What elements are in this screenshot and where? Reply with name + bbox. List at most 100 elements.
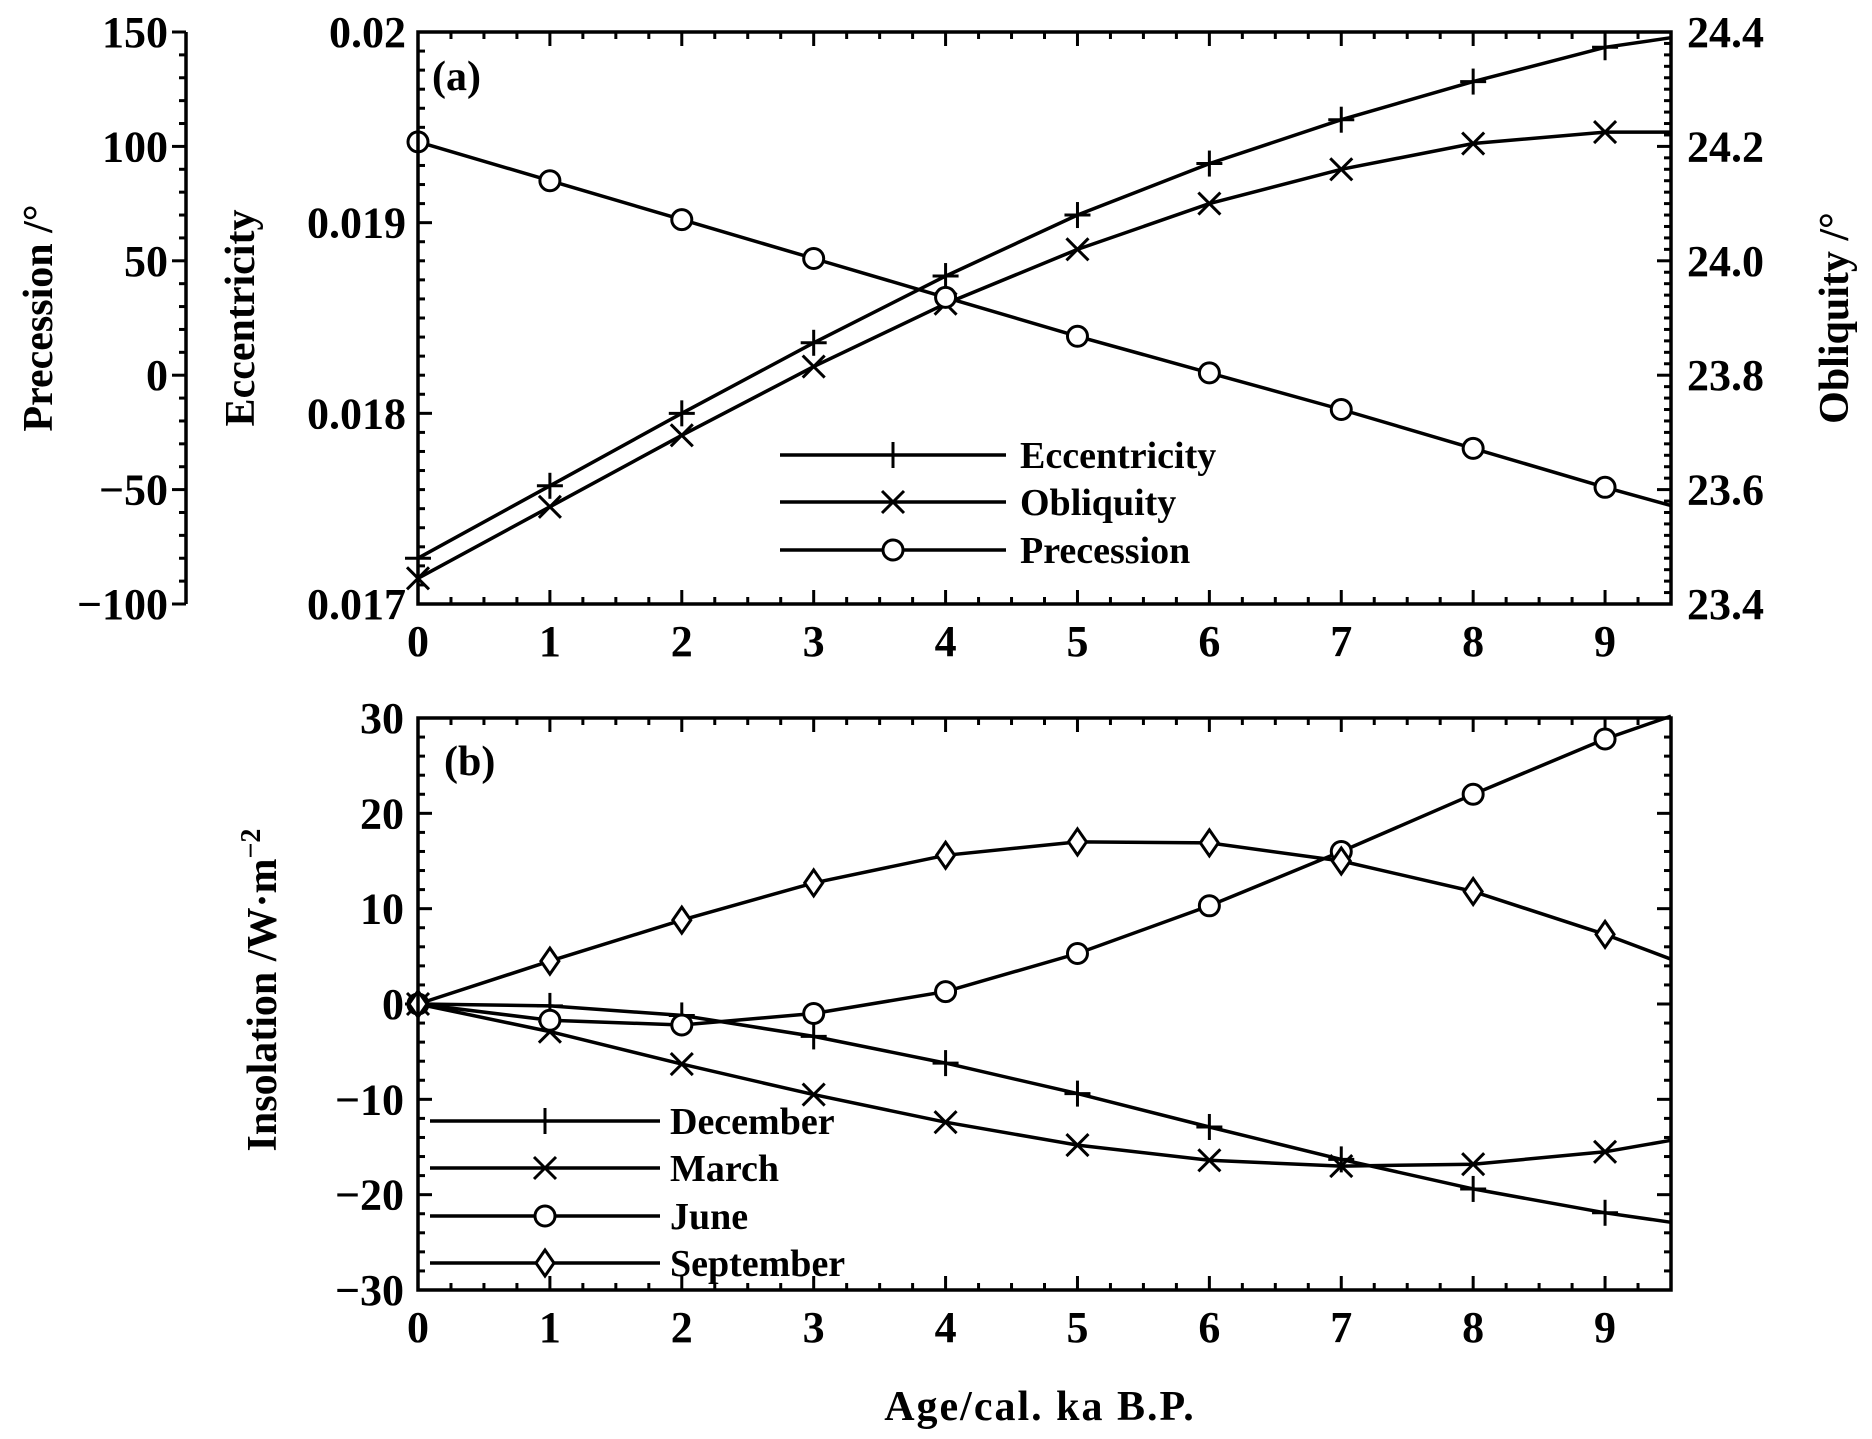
legend-march-marker <box>532 1155 558 1181</box>
series-september-marker-2 <box>670 904 693 936</box>
panel-a-x-tick-label: 4 <box>935 617 957 666</box>
panel-a-x-tick-label: 5 <box>1066 617 1088 666</box>
legend-obliquity-symbol <box>880 489 906 515</box>
insolation-tick-label: 20 <box>360 789 404 838</box>
panel-a-series <box>405 34 1672 591</box>
panel-a-frame <box>416 30 1673 606</box>
panel-b-x-tick-label: 6 <box>1198 1303 1220 1352</box>
legend-precession-symbol <box>881 538 905 562</box>
panel-b-legend: December March June September <box>430 1101 845 1285</box>
legend-september-marker <box>534 1247 556 1279</box>
obliquity-tick-label: 24.2 <box>1687 122 1764 171</box>
series-precession-marker-8 <box>1461 436 1485 460</box>
eccentricity-tick-label: 0.017 <box>307 580 406 629</box>
insolation-tick-label: −30 <box>335 1266 404 1315</box>
series-june-marker-8 <box>1461 782 1485 806</box>
panel-a-tick-labels: 0 1 2 3 4 5 6 7 8 9 0.017 0.018 0.019 0.02 23.4 23.6 23.… <box>77 8 1764 666</box>
legend-eccentricity-label: Eccentricity <box>1020 435 1216 477</box>
series-precession-marker-3 <box>802 247 826 271</box>
series-september-marker-3 <box>802 867 825 899</box>
panel-b-x-tick-label: 0 <box>407 1303 429 1352</box>
series-eccentricity-marker-1 <box>536 472 563 499</box>
precession-axis-title: Precession /° <box>16 204 62 431</box>
series-eccentricity-marker-3 <box>800 329 827 356</box>
panel-a-x-tick-label: 3 <box>803 617 825 666</box>
series-precession-marker-5 <box>1065 324 1089 348</box>
obliquity-tick-label: 24.4 <box>1687 8 1764 57</box>
legend-eccentricity-symbol <box>880 442 906 468</box>
series-december-marker-4 <box>932 1050 959 1077</box>
series-september-marker-1 <box>539 945 561 977</box>
legend-june-symbol <box>533 1204 557 1228</box>
legend-precession-marker <box>881 538 905 562</box>
series-obliquity-marker-7 <box>1329 157 1354 182</box>
panel-b-ticks <box>416 716 1673 1292</box>
series-december-marker-5 <box>1064 1080 1091 1107</box>
series-march-marker-9 <box>1592 1139 1618 1164</box>
series-march-marker-4 <box>933 1110 958 1135</box>
series-eccentricity-line <box>417 35 1672 560</box>
panel-b-x-tick-label: 8 <box>1462 1303 1484 1352</box>
series-precession-marker-7 <box>1329 398 1353 422</box>
series-june-marker-1 <box>538 1008 562 1032</box>
series-june-marker-3 <box>802 1002 826 1026</box>
series-eccentricity-marker-5 <box>1064 202 1091 229</box>
legend-obliquity-label: Obliquity <box>1020 482 1176 524</box>
panel-b-x-tick-label: 7 <box>1330 1303 1352 1352</box>
series-obliquity-marker-3 <box>801 354 826 379</box>
panel-a: 0 1 2 3 4 5 6 7 8 9 0.017 0.018 0.019 0.02 23.4 23.6 23.… <box>16 8 1858 666</box>
series-june-marker-6 <box>1197 894 1221 918</box>
series-precession-marker-6 <box>1197 361 1221 385</box>
series-obliquity-marker-6 <box>1197 191 1222 216</box>
panel-b-x-tick-label: 5 <box>1066 1303 1088 1352</box>
series-eccentricity-marker-4 <box>932 263 959 290</box>
precession-tick-label: 150 <box>102 8 168 57</box>
panel-a-x-tick-label: 7 <box>1330 617 1352 666</box>
legend-december-symbol <box>532 1108 558 1134</box>
legend-september-label: September <box>670 1243 845 1285</box>
panel-b-x-tick-label: 1 <box>539 1303 561 1352</box>
panel-b-x-tick-label: 4 <box>935 1303 957 1352</box>
legend-september-symbol <box>534 1247 556 1279</box>
series-eccentricity-marker-8 <box>1460 68 1487 95</box>
series-september-marker-5 <box>1066 826 1089 858</box>
insolation-tick-label: 30 <box>360 694 404 743</box>
series-march-marker-7 <box>1329 1154 1354 1179</box>
eccentricity-tick-label: 0.02 <box>329 8 406 57</box>
legend-june-label: June <box>670 1196 748 1238</box>
insolation-axis-title: Insolation /W·m−2 <box>236 829 286 1152</box>
series-precession-marker-4 <box>934 285 958 309</box>
precession-tick-label: 50 <box>124 237 168 286</box>
series-eccentricity-marker-2 <box>668 400 695 427</box>
series-precession-marker-1 <box>538 169 562 193</box>
series-eccentricity-marker-7 <box>1328 106 1355 133</box>
insolation-axis-title-sup: −2 <box>236 829 267 859</box>
series-precession-marker-9 <box>1593 475 1617 499</box>
series-june-marker-9 <box>1593 727 1617 751</box>
legend-march-symbol <box>532 1155 558 1181</box>
series-december-marker-6 <box>1196 1113 1223 1140</box>
series-september-marker-7 <box>1330 845 1353 877</box>
legend-march-label: March <box>670 1148 779 1190</box>
legend-december-marker <box>532 1108 558 1134</box>
legend-june-marker <box>533 1204 557 1228</box>
panel-b-label: (b) <box>444 739 495 785</box>
series-june-marker-5 <box>1065 941 1089 965</box>
series-june-line <box>417 714 1672 1027</box>
insolation-tick-label: 10 <box>360 885 404 934</box>
obliquity-tick-label: 24.0 <box>1687 237 1764 286</box>
panel-a-legend: Eccentricity Obliquity Precession <box>780 435 1216 572</box>
series-september-marker-9 <box>1594 918 1616 951</box>
series-obliquity-marker-9 <box>1592 120 1618 145</box>
eccentricity-tick-label: 0.019 <box>307 199 406 248</box>
series-september-line <box>417 840 1672 1006</box>
series-june-marker-4 <box>934 980 958 1004</box>
precession-tick-label: 0 <box>146 351 168 400</box>
precession-tick-label: 100 <box>102 122 168 171</box>
panel-a-x-tick-label: 8 <box>1462 617 1484 666</box>
series-march-marker-8 <box>1461 1152 1486 1177</box>
insolation-axis-title-main: Insolation /W·m <box>240 859 286 1152</box>
series-march-marker-5 <box>1065 1133 1090 1158</box>
legend-december-label: December <box>670 1101 835 1143</box>
